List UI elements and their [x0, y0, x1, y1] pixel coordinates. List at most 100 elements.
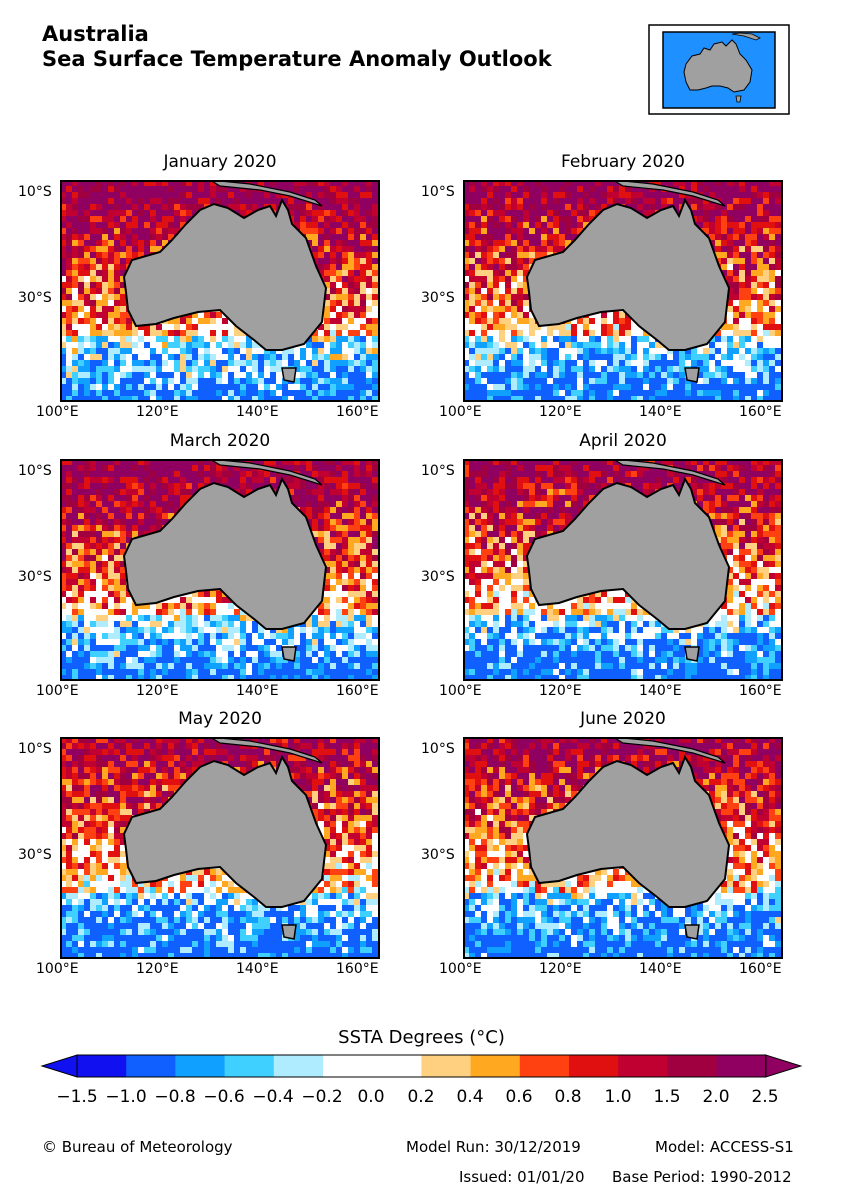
ssta-cell: [475, 222, 481, 228]
ssta-cell: [733, 264, 739, 270]
ssta-cell: [294, 384, 300, 390]
ssta-cell: [222, 354, 228, 360]
ssta-cell: [372, 348, 378, 354]
ssta-cell: [252, 342, 258, 348]
ssta-cell: [751, 288, 757, 294]
ssta-cell: [258, 378, 264, 384]
ssta-cell: [186, 204, 192, 210]
ssta-cell: [348, 234, 354, 240]
ssta-cell: [66, 312, 72, 318]
ssta-cell: [769, 204, 775, 210]
ssta-cell: [312, 204, 318, 210]
ssta-cell: [360, 216, 366, 222]
ssta-cell: [138, 342, 144, 348]
ssta-cell: [162, 396, 168, 402]
ssta-cell: [84, 210, 90, 216]
ssta-cell: [553, 228, 559, 234]
ssta-cell: [108, 348, 114, 354]
ssta-cell: [667, 366, 673, 372]
ssta-cell: [751, 348, 757, 354]
ssta-cell: [469, 336, 475, 342]
ssta-cell: [751, 270, 757, 276]
ssta-cell: [156, 240, 162, 246]
ssta-cell: [583, 186, 589, 192]
ssta-cell: [342, 465, 348, 471]
ssta-cell: [595, 180, 601, 186]
ssta-cell: [372, 489, 378, 495]
ssta-cell: [354, 198, 360, 204]
ssta-cell: [108, 324, 114, 330]
ssta-cell: [336, 342, 342, 348]
ssta-cell: [481, 270, 487, 276]
ssta-cell: [559, 330, 565, 336]
ssta-cell: [198, 477, 204, 483]
ssta-cell: [108, 354, 114, 360]
ssta-cell: [102, 330, 108, 336]
ssta-cell: [150, 234, 156, 240]
ssta-cell: [721, 378, 727, 384]
ssta-cell: [120, 501, 126, 507]
ssta-cell: [733, 354, 739, 360]
ssta-cell: [685, 378, 691, 384]
ssta-cell: [66, 306, 72, 312]
ssta-cell: [318, 459, 324, 465]
ssta-cell: [294, 216, 300, 222]
ssta-cell: [336, 258, 342, 264]
ssta-cell: [198, 348, 204, 354]
ssta-cell: [84, 306, 90, 312]
ssta-cell: [312, 396, 318, 402]
ssta-cell: [312, 489, 318, 495]
ssta-cell: [601, 180, 607, 186]
ssta-cell: [120, 513, 126, 519]
ssta-cell: [366, 210, 372, 216]
ssta-cell: [324, 246, 330, 252]
ssta-cell: [294, 489, 300, 495]
ssta-cell: [535, 390, 541, 396]
ssta-cell: [751, 366, 757, 372]
ssta-cell: [246, 483, 252, 489]
ssta-cell: [330, 234, 336, 240]
ssta-cell: [78, 210, 84, 216]
ssta-cell: [703, 222, 709, 228]
ssta-cell: [487, 300, 493, 306]
ssta-cell: [336, 330, 342, 336]
ssta-cell: [72, 507, 78, 513]
ssta-cell: [66, 288, 72, 294]
ssta-cell: [475, 234, 481, 240]
ssta-cell: [114, 324, 120, 330]
ssta-cell: [745, 324, 751, 330]
ssta-cell: [84, 531, 90, 537]
ssta-cell: [102, 282, 108, 288]
ssta-cell: [150, 198, 156, 204]
ssta-cell: [72, 264, 78, 270]
ssta-cell: [348, 378, 354, 384]
ssta-cell: [330, 180, 336, 186]
ssta-cell: [324, 465, 330, 471]
ssta-cell: [565, 240, 571, 246]
ssta-cell: [66, 525, 72, 531]
ssta-cell: [312, 501, 318, 507]
ssta-cell: [481, 390, 487, 396]
ssta-cell: [84, 348, 90, 354]
ssta-cell: [523, 222, 529, 228]
ssta-cell: [475, 294, 481, 300]
ssta-cell: [156, 507, 162, 513]
ssta-cell: [72, 549, 78, 555]
ssta-cell: [60, 519, 66, 525]
ssta-cell: [84, 234, 90, 240]
ssta-cell: [234, 372, 240, 378]
ssta-cell: [733, 252, 739, 258]
ssta-cell: [541, 342, 547, 348]
ssta-cell: [348, 198, 354, 204]
ssta-cell: [757, 210, 763, 216]
ssta-cell: [120, 318, 126, 324]
ssta-cell: [601, 390, 607, 396]
ssta-cell: [90, 192, 96, 198]
ssta-cell: [126, 378, 132, 384]
ssta-cell: [637, 348, 643, 354]
ssta-cell: [60, 270, 66, 276]
ssta-cell: [156, 336, 162, 342]
ssta-cell: [775, 258, 781, 264]
ssta-cell: [318, 396, 324, 402]
ssta-cell: [601, 348, 607, 354]
